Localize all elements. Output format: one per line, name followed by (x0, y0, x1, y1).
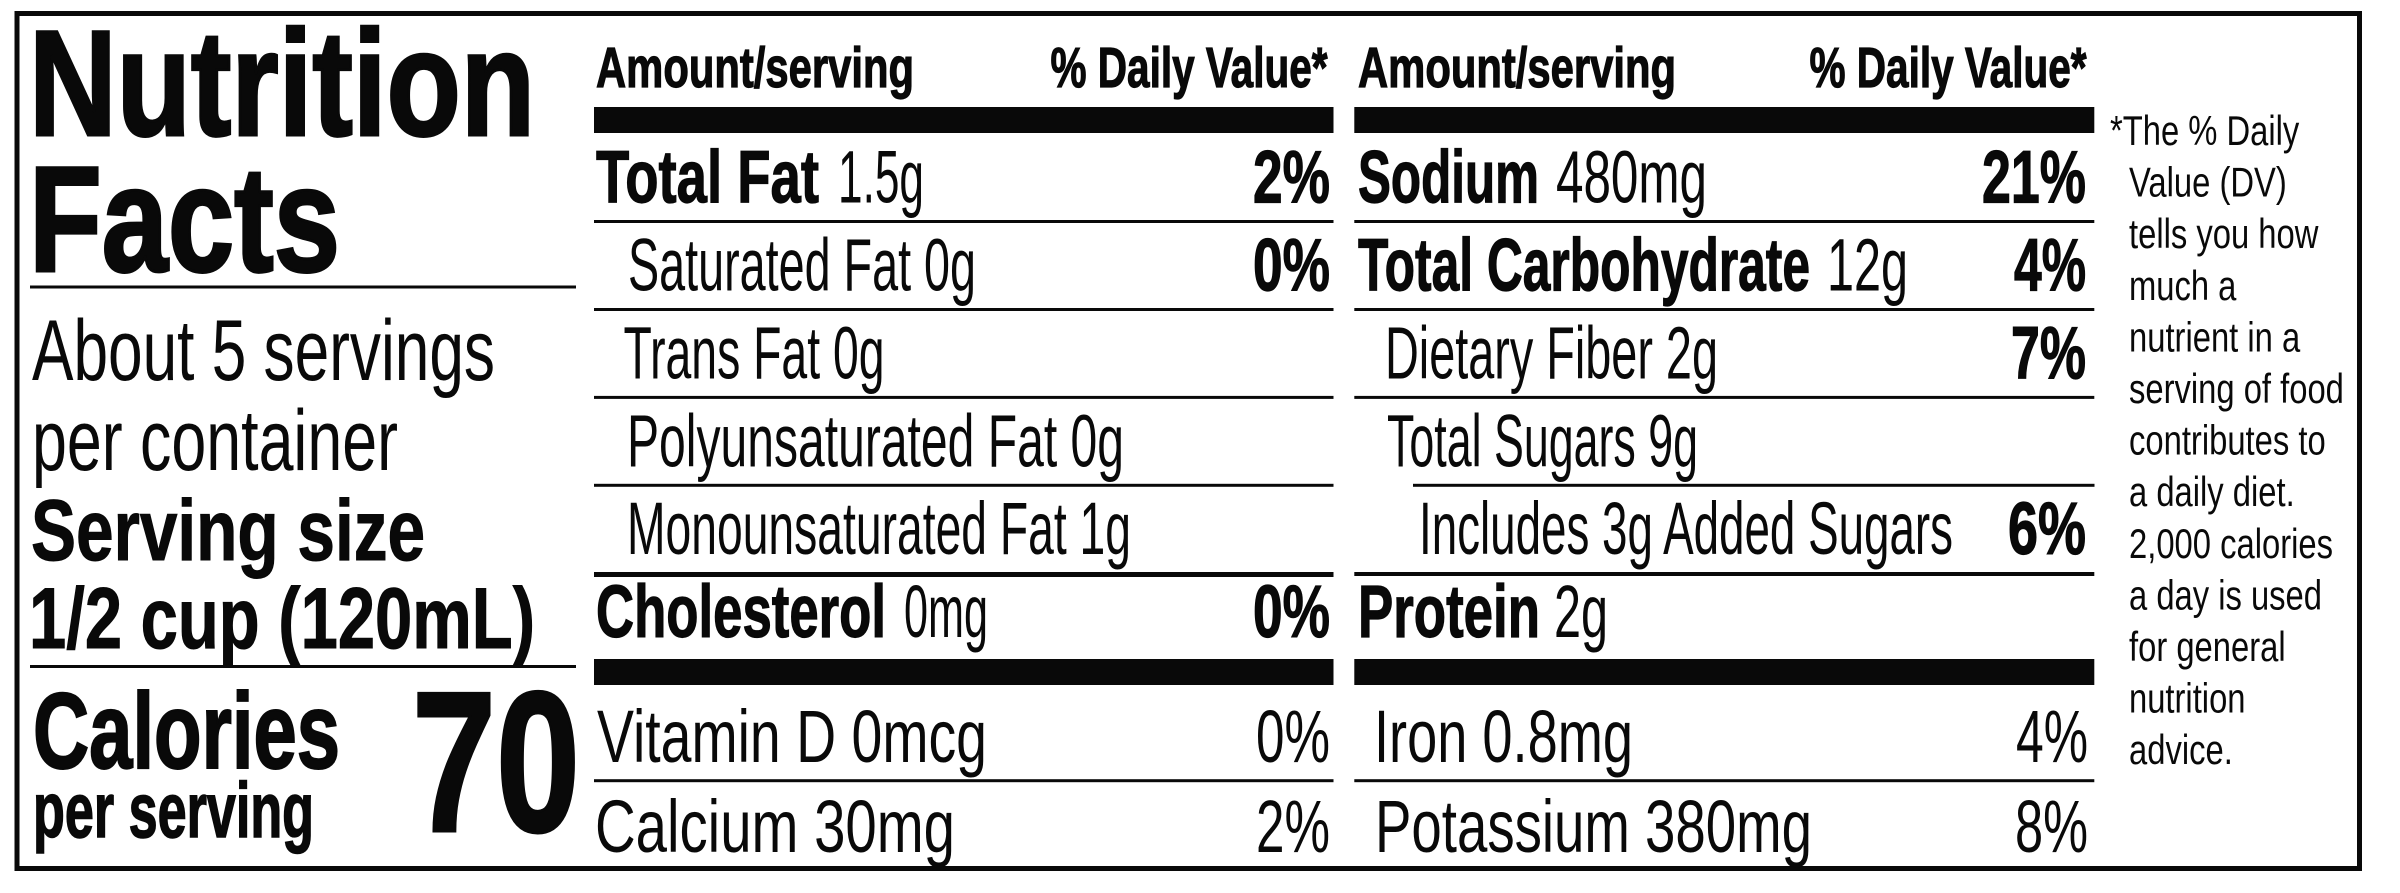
svg-text:Amount/serving: Amount/serving (1358, 36, 1676, 100)
svg-text:0mg: 0mg (904, 570, 988, 653)
svg-text:4%: 4% (2014, 224, 2086, 307)
svg-text:Amount/serving: Amount/serving (596, 36, 914, 100)
svg-text:much a: much a (2129, 262, 2237, 309)
svg-text:7%: 7% (2011, 311, 2086, 394)
svg-text:Total Carbohydrate: Total Carbohydrate (1358, 224, 1810, 307)
svg-text:Total Fat: Total Fat (596, 136, 819, 219)
svg-text:70: 70 (412, 651, 580, 874)
svg-text:nutrient in a: nutrient in a (2129, 313, 2301, 360)
svg-text:Cholesterol: Cholesterol (596, 570, 886, 653)
svg-text:advice.: advice. (2129, 726, 2233, 773)
svg-text:a day is used: a day is used (2129, 571, 2322, 618)
svg-text:Sodium: Sodium (1358, 136, 1539, 219)
svg-text:Includes 3g Added Sugars: Includes 3g Added Sugars (1419, 487, 1953, 570)
svg-text:Serving size: Serving size (31, 483, 425, 579)
svg-text:0%: 0% (1253, 570, 1330, 653)
svg-text:% Daily Value*: % Daily Value* (1051, 36, 1329, 100)
svg-text:Polyunsaturated Fat 0g: Polyunsaturated Fat 0g (627, 399, 1124, 482)
svg-text:Calcium 30mg: Calcium 30mg (595, 785, 955, 868)
svg-text:*The % Daily: *The % Daily (2110, 107, 2299, 154)
svg-text:480mg: 480mg (1556, 136, 1707, 219)
svg-text:2g: 2g (1554, 570, 1608, 653)
svg-text:Iron 0.8mg: Iron 0.8mg (1374, 695, 1633, 778)
svg-text:Dietary Fiber 2g: Dietary Fiber 2g (1385, 311, 1718, 394)
svg-text:serving of food: serving of food (2129, 365, 2344, 412)
svg-text:% Daily Value*: % Daily Value* (1810, 36, 2088, 100)
svg-text:Nutrition: Nutrition (29, 0, 535, 167)
svg-text:Monounsaturated Fat 1g: Monounsaturated Fat 1g (627, 487, 1131, 570)
svg-text:Saturated Fat 0g: Saturated Fat 0g (628, 224, 976, 307)
svg-text:Trans Fat 0g: Trans Fat 0g (624, 311, 885, 394)
svg-text:Value (DV): Value (DV) (2129, 159, 2287, 206)
svg-text:2,000 calories: 2,000 calories (2129, 520, 2333, 567)
svg-text:12g: 12g (1827, 224, 1908, 307)
svg-text:Total Sugars 9g: Total Sugars 9g (1387, 399, 1698, 482)
svg-text:1/2 cup (120mL): 1/2 cup (120mL) (29, 571, 535, 667)
svg-text:Potassium 380mg: Potassium 380mg (1375, 785, 1812, 868)
svg-text:per container: per container (32, 393, 398, 489)
svg-text:contributes to: contributes to (2129, 417, 2326, 464)
svg-text:Calories: Calories (33, 670, 340, 791)
svg-text:0%: 0% (1256, 695, 1330, 778)
svg-text:for general: for general (2129, 623, 2286, 670)
svg-text:Facts: Facts (29, 135, 340, 303)
svg-text:About 5 servings: About 5 servings (32, 303, 495, 399)
svg-text:8%: 8% (2015, 785, 2088, 868)
svg-text:4%: 4% (2016, 695, 2088, 778)
svg-text:2%: 2% (1256, 785, 1330, 868)
svg-text:6%: 6% (2008, 487, 2086, 570)
svg-text:2%: 2% (1253, 136, 1330, 219)
svg-text:Protein: Protein (1358, 570, 1540, 653)
svg-text:nutrition: nutrition (2129, 675, 2246, 722)
svg-text:tells you how: tells you how (2129, 210, 2319, 257)
svg-text:Vitamin D 0mcg: Vitamin D 0mcg (597, 695, 987, 778)
svg-text:21%: 21% (1982, 136, 2086, 219)
svg-text:0%: 0% (1253, 224, 1330, 307)
svg-text:per serving: per serving (33, 766, 314, 854)
svg-text:1.5g: 1.5g (838, 136, 924, 219)
svg-text:a daily diet.: a daily diet. (2129, 468, 2295, 515)
